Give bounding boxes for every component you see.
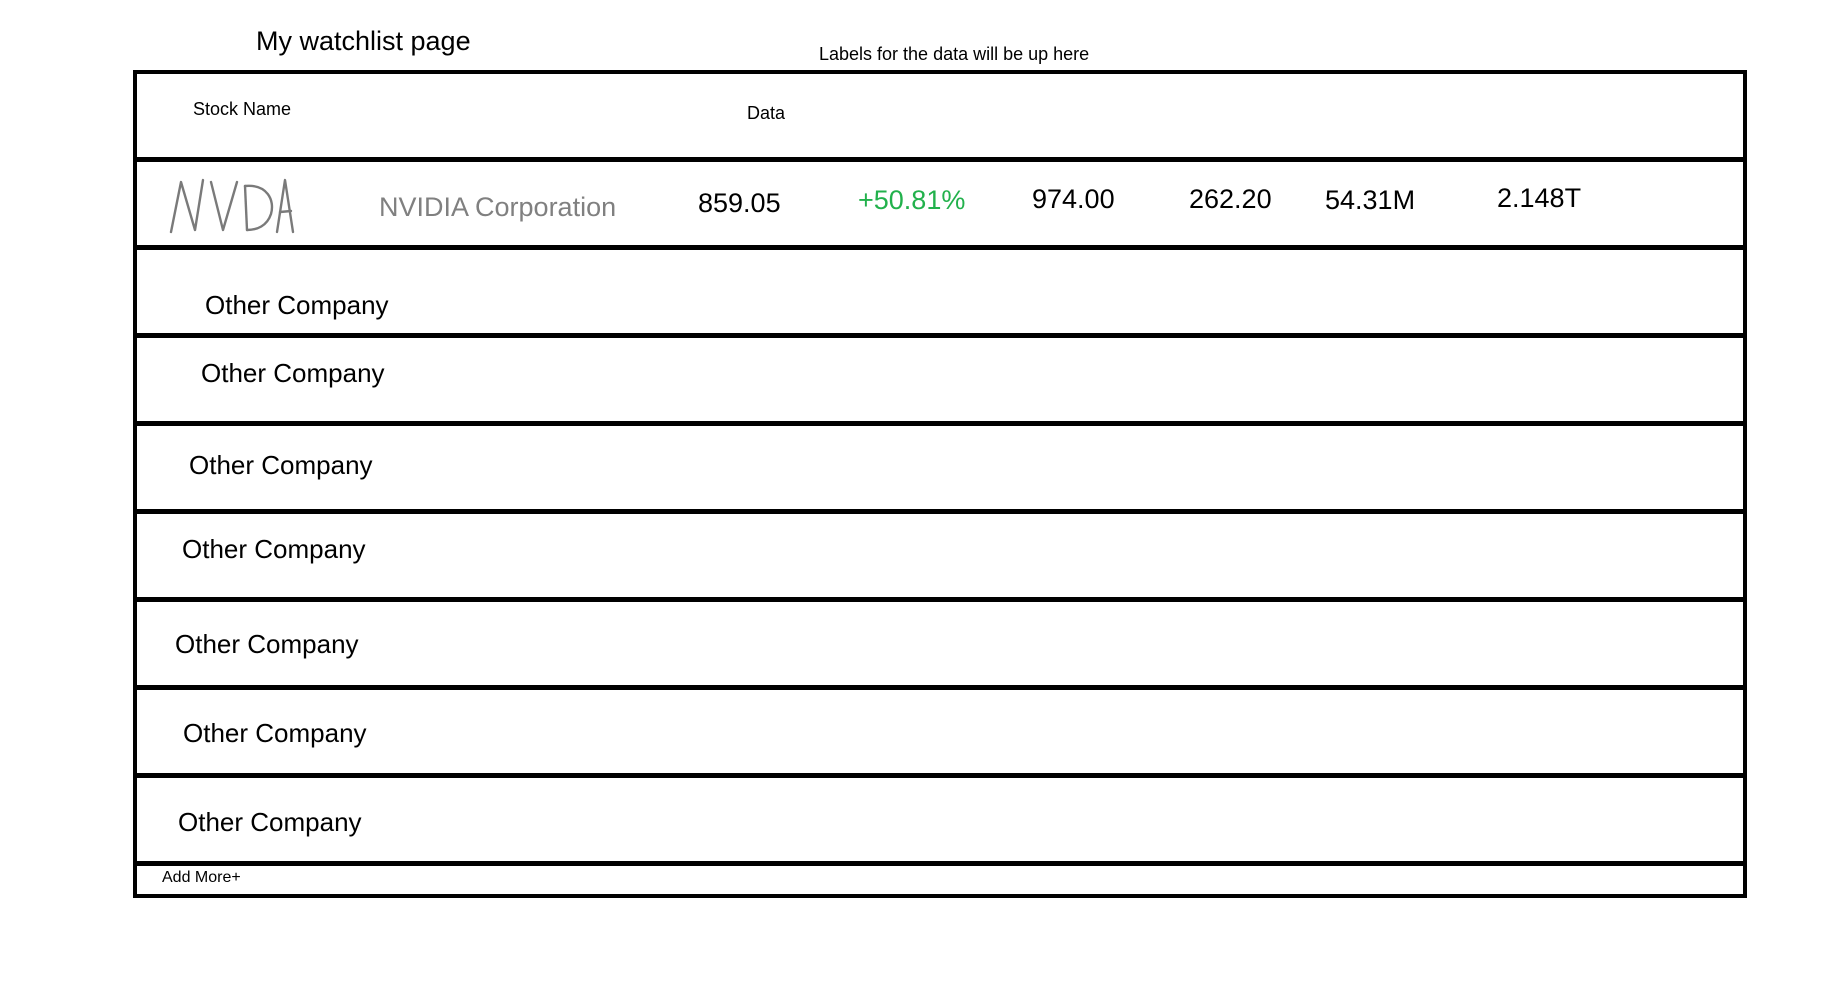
percent-change: +50.81% <box>858 185 966 215</box>
low-value: 262.20 <box>1189 184 1272 214</box>
add-more-button[interactable]: Add More+ <box>162 869 241 886</box>
company-name: Other Company <box>205 290 389 320</box>
watchlist-row[interactable]: Other Company <box>137 778 1743 866</box>
page-title: My watchlist page <box>256 26 471 56</box>
company-name: Other Company <box>189 450 373 480</box>
labels-note: Labels for the data will be up here <box>819 44 1090 64</box>
company-name: Other Company <box>201 358 385 388</box>
nvda-ticker-logo <box>167 176 297 236</box>
volume-value: 54.31M <box>1325 185 1416 215</box>
high-value: 974.00 <box>1032 184 1115 214</box>
company-name: Other Company <box>182 534 366 564</box>
column-stock-name: Stock Name <box>193 99 292 119</box>
watchlist-row[interactable]: Other Company <box>137 690 1743 778</box>
watchlist-table: Stock Name Data NVIDIA Corporation 859.0… <box>133 70 1747 898</box>
watchlist-row-nvda[interactable]: NVIDIA Corporation 859.05 +50.81% 974.00… <box>137 162 1743 250</box>
company-name: Other Company <box>178 807 362 837</box>
table-header: Stock Name Data <box>137 74 1743 162</box>
watchlist-row[interactable]: Other Company <box>137 514 1743 602</box>
company-name: Other Company <box>175 629 359 659</box>
watchlist-row[interactable]: Other Company <box>137 602 1743 690</box>
column-data: Data <box>747 103 786 123</box>
company-name: Other Company <box>183 718 367 748</box>
market-cap-value: 2.148T <box>1497 183 1582 213</box>
watchlist-row[interactable]: Other Company <box>137 426 1743 514</box>
watchlist-row[interactable]: Other Company <box>137 250 1743 338</box>
watchlist-row[interactable]: Other Company <box>137 338 1743 426</box>
price-value: 859.05 <box>698 188 781 218</box>
company-name: NVIDIA Corporation <box>379 192 617 222</box>
